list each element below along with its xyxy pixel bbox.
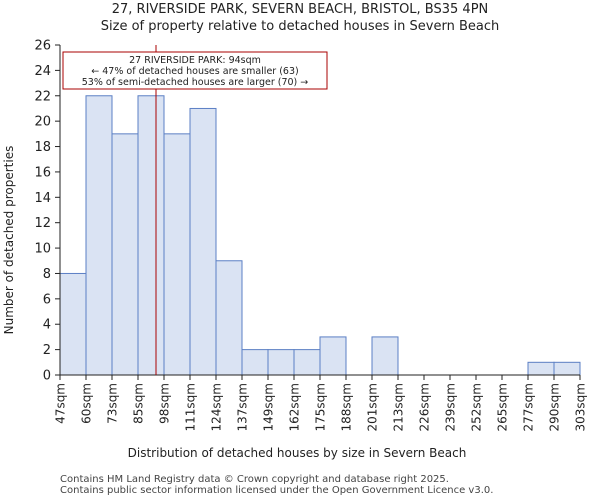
- x-tick-label: 85sqm: [132, 383, 146, 424]
- histogram-bar: [85, 95, 113, 376]
- histogram-bar: [59, 272, 87, 376]
- x-axis-label: Distribution of detached houses by size …: [128, 446, 467, 460]
- x-tick-label: 175sqm: [314, 383, 328, 431]
- y-axis-label: Number of detached properties: [2, 146, 16, 335]
- y-tick-label: 4: [43, 318, 51, 333]
- y-tick-label: 2: [43, 343, 51, 358]
- x-tick-label: 188sqm: [340, 383, 354, 431]
- x-tick-label: 226sqm: [418, 383, 432, 431]
- histogram-bar: [267, 349, 295, 376]
- x-tick-label: 303sqm: [574, 383, 588, 431]
- footer-licence: Contains public sector information licen…: [60, 485, 494, 496]
- y-tick-label: 22: [34, 89, 51, 104]
- chart-subtitle: Size of property relative to detached ho…: [100, 19, 500, 34]
- y-tick-label: 16: [34, 165, 51, 180]
- y-tick-label: 24: [34, 64, 51, 79]
- x-tick-label: 73sqm: [106, 383, 120, 424]
- chart-title: 27, RIVERSIDE PARK, SEVERN BEACH, BRISTO…: [111, 2, 489, 17]
- histogram-bar: [553, 361, 581, 376]
- annotation-line-2: ← 47% of detached houses are smaller (63…: [91, 66, 298, 77]
- y-tick-label: 10: [34, 242, 51, 257]
- histogram-bar: [189, 107, 217, 376]
- annotation-line-1: 27 RIVERSIDE PARK: 94sqm: [129, 55, 261, 66]
- bars-group: [59, 95, 581, 376]
- x-tick-label: 162sqm: [288, 383, 302, 431]
- x-tick-label: 47sqm: [54, 383, 68, 424]
- histogram-bar: [371, 336, 399, 376]
- footer-copyright: Contains HM Land Registry data © Crown c…: [60, 474, 449, 485]
- x-tick-label: 252sqm: [470, 383, 484, 431]
- y-tick-label: 6: [43, 292, 51, 307]
- histogram-bar: [215, 260, 243, 376]
- x-tick-label: 213sqm: [392, 383, 406, 431]
- x-tick-label: 111sqm: [184, 383, 198, 431]
- y-tick-label: 20: [34, 115, 51, 130]
- histogram-bar: [163, 133, 191, 376]
- x-tick-label: 277sqm: [522, 383, 536, 431]
- histogram-bar: [111, 133, 139, 376]
- histogram-bar: [293, 349, 321, 376]
- histogram-bar: [527, 361, 555, 376]
- x-tick-label: 239sqm: [444, 383, 458, 431]
- x-tick-label: 201sqm: [366, 383, 380, 431]
- histogram-bar: [137, 95, 165, 376]
- annotation-box: 27 RIVERSIDE PARK: 94sqm ← 47% of detach…: [62, 51, 328, 90]
- x-tick-label: 60sqm: [80, 383, 94, 424]
- y-tick-label: 18: [34, 140, 51, 155]
- annotation-line-3: 53% of semi-detached houses are larger (…: [82, 77, 309, 88]
- x-tick-label: 290sqm: [548, 383, 562, 431]
- annotation-frame: [62, 51, 328, 90]
- y-tick-label: 26: [34, 39, 51, 54]
- x-tick-label: 98sqm: [158, 383, 172, 424]
- histogram-bar: [241, 349, 269, 376]
- x-tick-label: 149sqm: [262, 383, 276, 431]
- y-tick-label: 14: [34, 191, 51, 206]
- x-tick-label: 124sqm: [210, 383, 224, 431]
- x-tick-label: 137sqm: [236, 383, 250, 431]
- y-tick-label: 8: [43, 267, 51, 282]
- y-tick-label: 12: [34, 216, 51, 231]
- x-tick-label: 265sqm: [496, 383, 510, 431]
- y-tick-label: 0: [43, 369, 51, 384]
- x-axis: 47sqm 60sqm 73sqm 85sqm 98sqm 111sqm 124sqm 137…: [54, 374, 588, 431]
- histogram-bar: [319, 336, 347, 376]
